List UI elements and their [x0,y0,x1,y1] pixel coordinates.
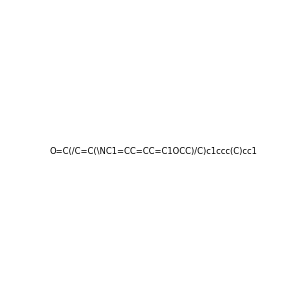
Text: O=C(/C=C(\NC1=CC=CC=C1OCC)/C)c1ccc(C)cc1: O=C(/C=C(\NC1=CC=CC=C1OCC)/C)c1ccc(C)cc1 [50,147,258,156]
